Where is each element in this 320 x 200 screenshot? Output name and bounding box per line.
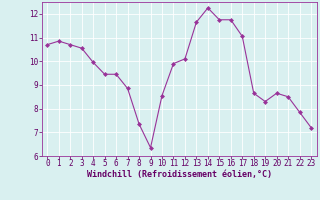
X-axis label: Windchill (Refroidissement éolien,°C): Windchill (Refroidissement éolien,°C) <box>87 170 272 179</box>
